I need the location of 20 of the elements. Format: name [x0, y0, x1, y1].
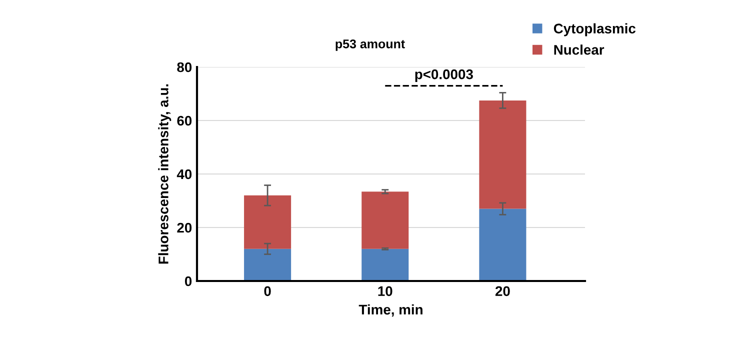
bar — [244, 248, 292, 281]
x-tick-label: 0 — [264, 286, 271, 296]
y-axis-title: Fluorescence intensity, a.u. — [158, 84, 172, 264]
y-tick-label: 40 — [176, 169, 192, 180]
x-axis-title: Time, min — [358, 304, 422, 317]
y-tick-label: 0 — [184, 276, 192, 286]
y-tick-label: 60 — [177, 116, 192, 126]
bar — [479, 208, 526, 281]
bar — [362, 248, 409, 281]
bar — [244, 195, 292, 249]
chart-title: p53 amount — [336, 40, 405, 51]
bar — [479, 100, 526, 209]
x-tick-label: 20 — [495, 286, 510, 296]
y-tick-label: 20 — [177, 222, 192, 233]
x-tick-label: 10 — [378, 286, 392, 296]
legend-label: Nuclear — [554, 44, 604, 55]
annotation: p<0.0003 — [415, 69, 473, 82]
legend-label: Cytoplasmic — [554, 23, 636, 36]
bar — [362, 192, 409, 249]
y-tick-label: 80 — [177, 62, 192, 72]
